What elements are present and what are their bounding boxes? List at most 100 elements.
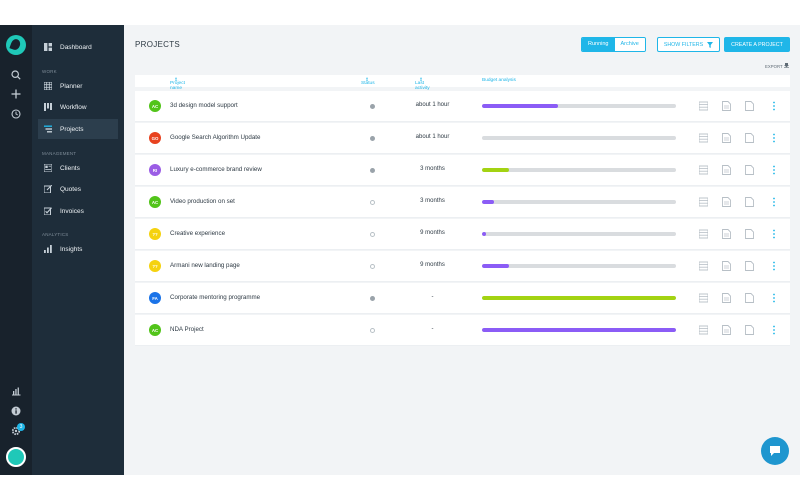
more-options-icon[interactable] (772, 293, 776, 303)
sidebar-item-insights[interactable]: Insights (38, 239, 118, 259)
table-row[interactable]: FA Corporate mentoring programme - (135, 283, 790, 314)
document-icon[interactable] (722, 229, 731, 239)
sidebar-item-workflow[interactable]: Workflow (38, 97, 118, 117)
show-filters-button[interactable]: SHOW FILTERS (657, 37, 720, 52)
project-name[interactable]: Armani new landing page (170, 262, 240, 269)
sidebar-item-label: Projects (60, 125, 84, 133)
table-view-icon[interactable] (699, 261, 708, 271)
planner-icon (44, 82, 52, 90)
project-name[interactable]: 3d design model support (170, 102, 238, 109)
budget-bar-fill (482, 264, 510, 268)
file-icon[interactable] (745, 197, 754, 207)
sidebar-item-clients[interactable]: Clients (38, 158, 118, 178)
file-icon[interactable] (745, 133, 754, 143)
table-view-icon[interactable] (699, 325, 708, 335)
table-view-icon[interactable] (699, 229, 708, 239)
info-icon[interactable] (8, 403, 24, 419)
more-options-icon[interactable] (772, 197, 776, 207)
file-icon[interactable] (745, 325, 754, 335)
search-icon[interactable] (8, 67, 24, 83)
sidebar-item-invoices[interactable]: Invoices (38, 201, 118, 221)
sidebar-item-projects[interactable]: Projects (38, 119, 118, 139)
show-filters-label: SHOW FILTERS (663, 41, 704, 48)
file-icon[interactable] (745, 165, 754, 175)
running-tab[interactable]: Running (582, 38, 615, 51)
project-avatar: ?? (149, 260, 161, 272)
table-header: Project name ⇕ Status ⇕ Last activity ⇕ … (135, 75, 790, 91)
last-activity: - (431, 326, 434, 332)
insights-icon (44, 245, 52, 253)
sidebar-item-dashboard[interactable]: Dashboard (38, 37, 118, 57)
chat-button[interactable] (761, 437, 789, 465)
table-view-icon[interactable] (699, 293, 708, 303)
header-status[interactable]: Status ⇕ (361, 78, 375, 86)
header-last-activity[interactable]: Last activity ⇕ (415, 78, 430, 91)
document-icon[interactable] (722, 101, 731, 111)
status-indicator (370, 264, 375, 269)
document-icon[interactable] (722, 197, 731, 207)
table-view-icon[interactable] (699, 101, 708, 111)
budget-bar (482, 136, 676, 140)
more-options-icon[interactable] (772, 165, 776, 175)
project-name[interactable]: Video production on set (170, 198, 235, 205)
project-name[interactable]: Creative experience (170, 230, 226, 237)
notification-badge: 3 (17, 423, 25, 431)
app-window: 3 Dashboard WORK Planner Workflow Projec… (0, 25, 800, 475)
table-row[interactable]: AC NDA Project - (135, 315, 790, 346)
sidebar-item-label: Planner (60, 82, 83, 90)
chart-icon[interactable] (8, 383, 24, 399)
download-icon (783, 63, 789, 68)
user-avatar[interactable] (6, 447, 26, 467)
project-name[interactable]: Google Search Algorithm Update (170, 134, 261, 141)
last-activity: - (431, 294, 434, 300)
table-row[interactable]: AC Video production on set 3 months (135, 187, 790, 218)
section-label-analytics: ANALYTICS (42, 232, 69, 237)
project-avatar: AC (149, 100, 161, 112)
project-name[interactable]: Luxury e-commerce brand review (170, 166, 262, 173)
project-name[interactable]: NDA Project (170, 326, 204, 333)
table-row[interactable]: RI Luxury e-commerce brand review 3 months (135, 155, 790, 186)
logo-icon[interactable] (6, 35, 26, 55)
sidebar-item-quotes[interactable]: Quotes (38, 179, 118, 199)
archive-tab[interactable]: Archive (614, 38, 645, 51)
table-view-icon[interactable] (699, 133, 708, 143)
table-view-icon[interactable] (699, 197, 708, 207)
table-row[interactable]: AC 3d design model support about 1 hour (135, 91, 790, 122)
more-options-icon[interactable] (772, 261, 776, 271)
table-row[interactable]: GO Google Search Algorithm Update about 1 … (135, 123, 790, 154)
plus-icon[interactable] (8, 86, 24, 102)
document-icon[interactable] (722, 261, 731, 271)
budget-bar (482, 264, 676, 268)
project-avatar: GO (149, 132, 161, 144)
document-icon[interactable] (722, 325, 731, 335)
table-row[interactable]: ?? Armani new landing page 9 months (135, 251, 790, 282)
invoices-icon (44, 207, 52, 215)
sidebar-item-planner[interactable]: Planner (38, 76, 118, 96)
sidebar-item-label: Quotes (60, 185, 81, 193)
table-view-icon[interactable] (699, 165, 708, 175)
last-activity: 3 months (420, 166, 445, 172)
project-name[interactable]: Corporate mentoring programme (170, 294, 261, 301)
file-icon[interactable] (745, 101, 754, 111)
header-project-name[interactable]: Project name ⇕ (170, 78, 185, 91)
clock-icon[interactable] (8, 106, 24, 122)
budget-bar-fill (482, 296, 676, 300)
document-icon[interactable] (722, 133, 731, 143)
file-icon[interactable] (745, 261, 754, 271)
status-indicator (370, 328, 375, 333)
more-options-icon[interactable] (772, 101, 776, 111)
file-icon[interactable] (745, 229, 754, 239)
file-icon[interactable] (745, 293, 754, 303)
more-options-icon[interactable] (772, 229, 776, 239)
page-title: PROJECTS (135, 40, 181, 49)
status-indicator (370, 104, 375, 109)
more-options-icon[interactable] (772, 133, 776, 143)
document-icon[interactable] (722, 293, 731, 303)
table-row[interactable]: ?? Creative experience 9 months (135, 219, 790, 250)
status-indicator (370, 168, 375, 173)
document-icon[interactable] (722, 165, 731, 175)
create-project-button[interactable]: CREATE A PROJECT (724, 37, 790, 52)
more-options-icon[interactable] (772, 325, 776, 335)
export-link[interactable]: EXPORT (765, 63, 789, 69)
gear-icon[interactable] (8, 423, 24, 439)
